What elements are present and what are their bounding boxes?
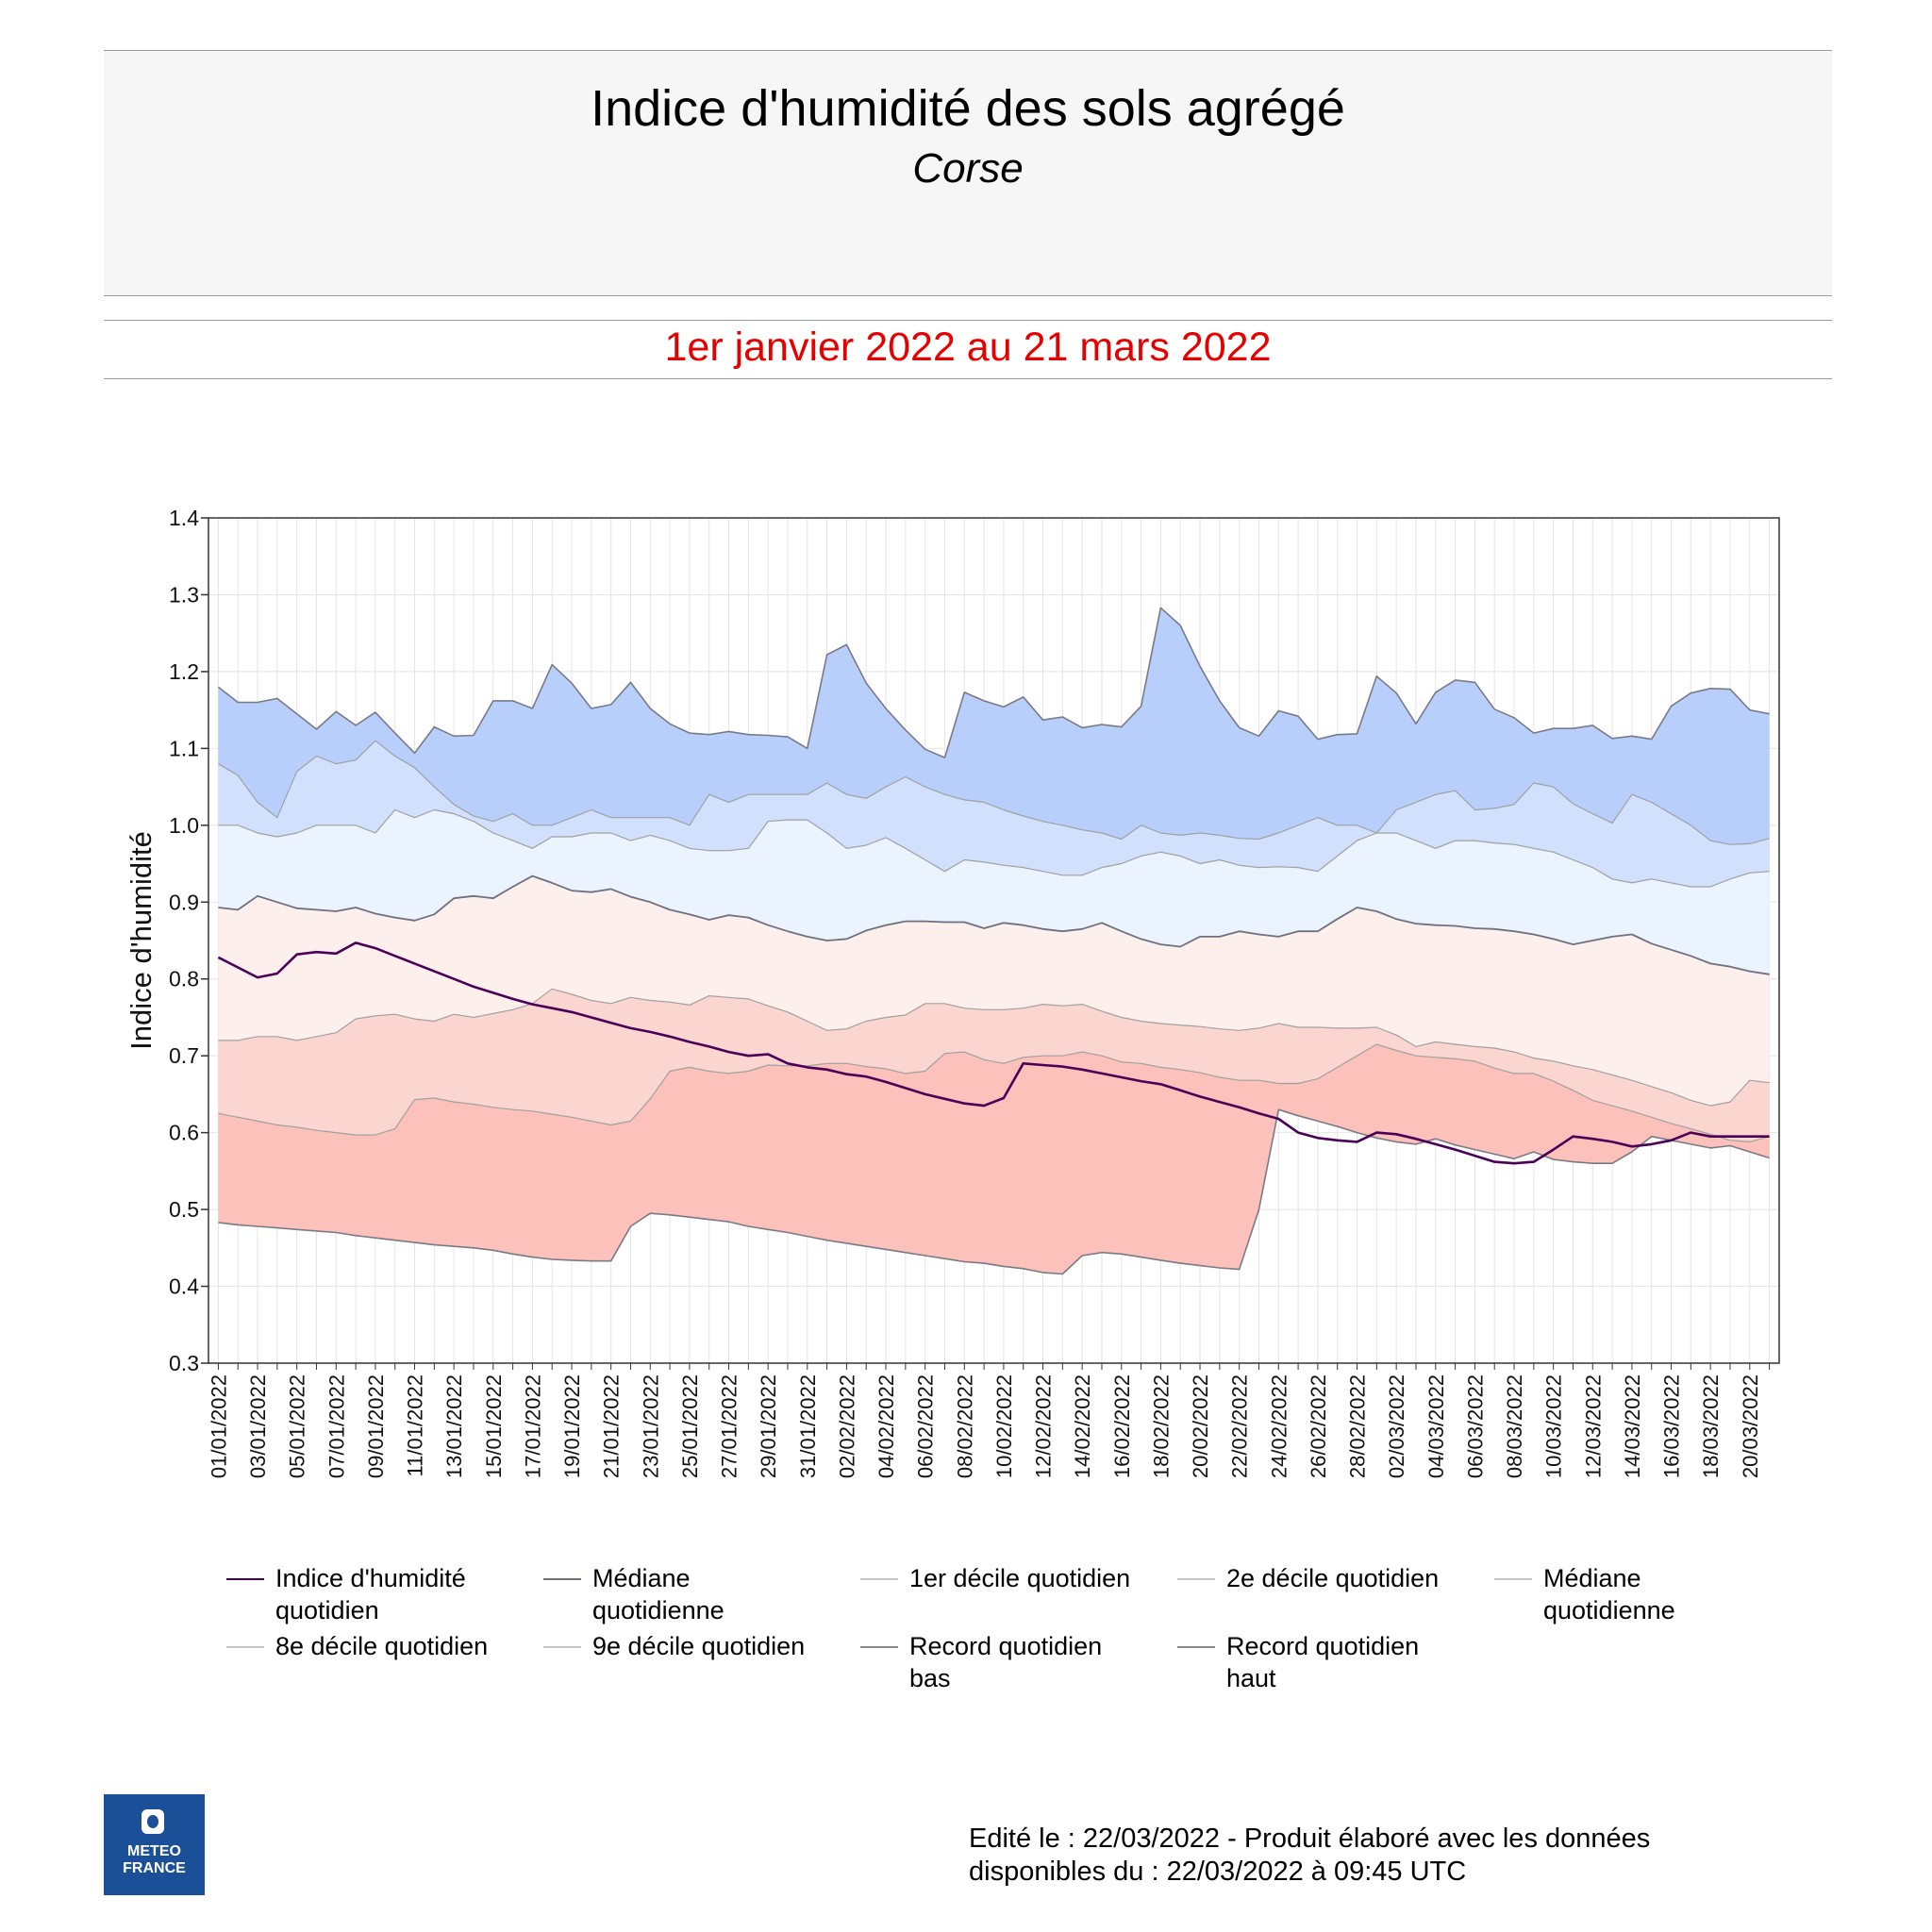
y-tick-label: 0.7: [169, 1043, 199, 1068]
period-label: 1er janvier 2022 au 21 mars 2022: [664, 325, 1272, 370]
legend-label: 9e décile quotidien: [592, 1632, 806, 1660]
x-tick-label: 04/02/2022: [874, 1374, 898, 1478]
x-tick-label: 15/01/2022: [482, 1374, 506, 1478]
x-tick-label: 10/03/2022: [1542, 1374, 1566, 1478]
x-tick-label: 13/01/2022: [442, 1374, 466, 1478]
legend-label: Indice d'humidité quotidien: [275, 1564, 466, 1624]
x-tick-label: 12/03/2022: [1581, 1374, 1605, 1478]
x-tick-label: 20/02/2022: [1189, 1374, 1212, 1478]
x-tick-label: 19/01/2022: [560, 1374, 584, 1478]
y-tick-label: 0.8: [169, 967, 199, 991]
y-tick-label: 0.9: [169, 890, 199, 914]
legend-label: Médiane quotidienne: [592, 1564, 724, 1624]
legend-label: Record quotidien haut: [1226, 1632, 1420, 1692]
legend-swatch: [543, 1646, 581, 1648]
band-decile-8: [218, 809, 1770, 974]
legend-label: Record quotidien bas: [909, 1632, 1103, 1692]
series-line-indice-quotidien: [217, 941, 1770, 1165]
y-tick-label: 0.4: [169, 1274, 199, 1299]
y-axis-label: Indice d'humidité: [125, 831, 158, 1050]
chart-title: Indice d'humidité des sols agrégé: [591, 80, 1345, 137]
series-line-record-bas: [218, 1108, 1770, 1275]
band-record-low: [218, 1044, 1770, 1274]
legend-label: 2e décile quotidien: [1226, 1564, 1440, 1592]
y-tick-label: 1.1: [169, 736, 199, 760]
x-tick-label: 25/01/2022: [678, 1374, 702, 1478]
legend-label: 1er décile quotidien: [909, 1564, 1131, 1592]
band-record-high: [218, 608, 1770, 845]
y-tick-label: 1.2: [169, 659, 199, 684]
title-panel: Indice d'humidité des sols agrégé Corse: [104, 50, 1832, 296]
x-tick-label: 12/02/2022: [1032, 1374, 1056, 1478]
footer-line-1: Edité le : 22/03/2022 - Produit élaboré …: [969, 1824, 1651, 1854]
x-tick-label: 26/02/2022: [1307, 1374, 1330, 1478]
legend-swatch: [1494, 1578, 1532, 1580]
x-tick-label: 16/02/2022: [1110, 1374, 1134, 1478]
x-tick-label: 18/02/2022: [1149, 1374, 1173, 1478]
x-tick-label: 06/02/2022: [914, 1374, 938, 1478]
logo-line-1: METEO: [127, 1843, 181, 1859]
x-tick-label: 18/03/2022: [1699, 1374, 1723, 1478]
x-tick-label: 06/03/2022: [1463, 1374, 1487, 1478]
x-tick-label: 08/03/2022: [1503, 1374, 1526, 1478]
band-median-low: [218, 875, 1770, 1107]
y-tick-label: 0.6: [169, 1121, 199, 1145]
x-tick-label: 01/01/2022: [207, 1374, 230, 1478]
x-tick-label: 09/01/2022: [364, 1374, 388, 1478]
x-tick-label: 14/03/2022: [1621, 1374, 1644, 1478]
series-line-decile-9: [218, 740, 1770, 845]
x-tick-label: 02/02/2022: [835, 1374, 858, 1478]
legend-label: 8e décile quotidien: [275, 1632, 489, 1660]
x-tick-label: 31/01/2022: [796, 1374, 820, 1478]
x-tick-label: 08/02/2022: [953, 1374, 976, 1478]
x-tick-label: 20/03/2022: [1739, 1374, 1762, 1478]
y-tick-label: 1.4: [169, 506, 199, 530]
legend-swatch: [860, 1646, 898, 1648]
x-tick-label: 17/01/2022: [521, 1374, 544, 1478]
x-tick-label: 27/01/2022: [718, 1374, 741, 1478]
x-tick-label: 16/03/2022: [1660, 1374, 1684, 1478]
x-tick-label: 29/01/2022: [757, 1374, 780, 1478]
legend-swatch: [543, 1578, 581, 1580]
y-tick-label: 0.3: [169, 1351, 199, 1375]
legend-swatch: [1177, 1578, 1215, 1580]
plot-frame: [208, 517, 1780, 1364]
period-band: 1er janvier 2022 au 21 mars 2022: [104, 320, 1832, 379]
x-tick-label: 21/01/2022: [600, 1374, 624, 1478]
x-tick-label: 24/02/2022: [1267, 1374, 1291, 1478]
series-line-decile-1: [218, 1043, 1770, 1142]
legend-swatch: [1177, 1646, 1215, 1648]
x-tick-label: 11/01/2022: [404, 1374, 427, 1476]
meteo-france-logo: METEO FRANCE: [104, 1794, 205, 1895]
logo-line-2: FRANCE: [123, 1860, 186, 1876]
y-tick-label: 1.0: [169, 813, 199, 838]
legend-label: Médiane quotidienne: [1543, 1564, 1675, 1624]
chart-subtitle: Corse: [912, 145, 1024, 192]
legend-swatch: [860, 1578, 898, 1580]
x-tick-label: 14/02/2022: [1071, 1374, 1094, 1478]
footer-line-2: disponibles du : 22/03/2022 à 09:45 UTC: [969, 1857, 1467, 1887]
series-line-decile-2: [218, 988, 1770, 1107]
footer-note: Edité le : 22/03/2022 - Produit élaboré …: [969, 1823, 1818, 1889]
y-tick-label: 0.5: [169, 1197, 199, 1222]
x-tick-label: 05/01/2022: [286, 1374, 309, 1478]
x-tick-label: 02/03/2022: [1385, 1374, 1408, 1478]
series-line-mediane: [218, 874, 1770, 975]
legend-swatch: [226, 1646, 264, 1648]
x-tick-label: 07/01/2022: [325, 1374, 348, 1478]
x-tick-label: 04/03/2022: [1424, 1374, 1448, 1478]
x-tick-label: 10/02/2022: [992, 1374, 1016, 1478]
series-line-decile-8: [218, 808, 1770, 888]
logo-mark-icon: [142, 1809, 164, 1834]
x-tick-label: 22/02/2022: [1228, 1374, 1252, 1478]
band-decile-2: [218, 989, 1770, 1142]
x-tick-label: 23/01/2022: [639, 1374, 662, 1478]
legend-swatch: [226, 1578, 264, 1580]
x-tick-label: 28/02/2022: [1346, 1374, 1370, 1478]
y-tick-label: 1.3: [169, 582, 199, 607]
x-tick-label: 03/01/2022: [246, 1374, 270, 1478]
band-decile-9: [218, 741, 1770, 887]
series-line-record-haut: [217, 607, 1770, 758]
